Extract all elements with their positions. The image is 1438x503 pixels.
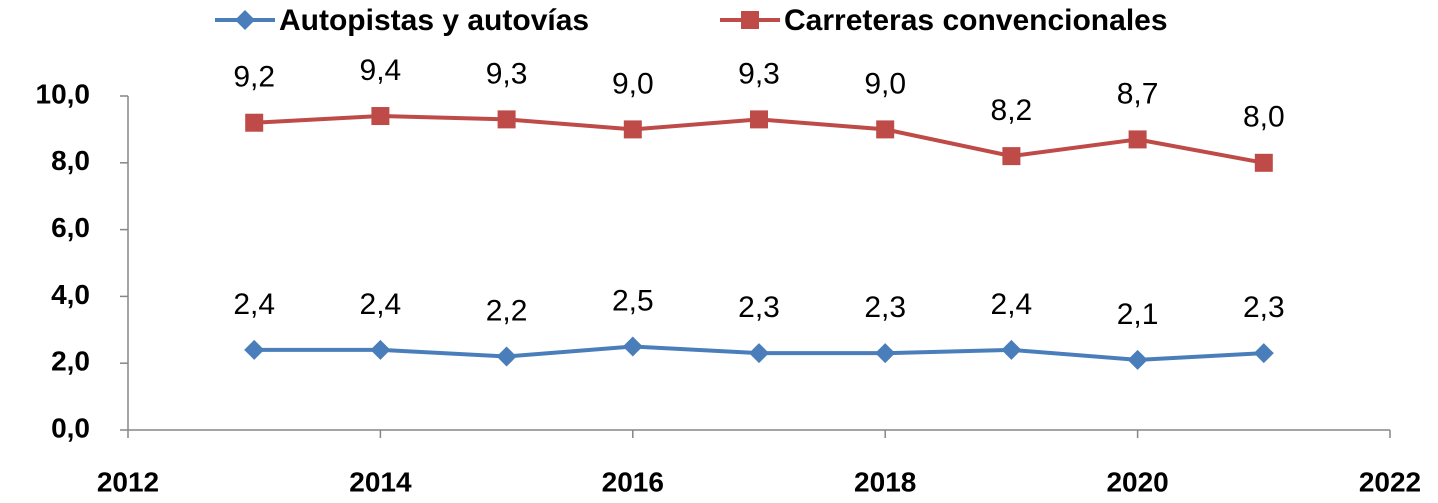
marker <box>622 336 643 357</box>
x-tick-label: 2016 <box>602 466 664 497</box>
data-label: 9,0 <box>612 67 654 100</box>
legend-label: Carreteras convencionales <box>784 4 1168 37</box>
marker <box>1127 349 1148 370</box>
x-tick-label: 2018 <box>854 466 916 497</box>
data-label: 9,0 <box>864 67 906 100</box>
marker <box>1253 343 1274 364</box>
marker <box>1254 153 1273 172</box>
y-tick-label: 6,0 <box>51 212 90 243</box>
data-label: 2,2 <box>486 294 528 327</box>
marker <box>623 120 642 139</box>
marker <box>244 339 265 360</box>
data-label: 2,1 <box>1117 298 1159 331</box>
marker <box>370 339 391 360</box>
marker <box>245 113 264 132</box>
x-tick-label: 2020 <box>1106 466 1168 497</box>
y-tick-label: 0,0 <box>51 412 90 443</box>
data-label: 8,0 <box>1243 101 1285 134</box>
y-tick-label: 8,0 <box>51 145 90 176</box>
marker <box>1128 130 1147 149</box>
data-label: 9,3 <box>738 57 780 90</box>
data-label: 2,3 <box>1243 291 1285 324</box>
x-tick-label: 2014 <box>349 466 412 497</box>
data-label: 2,3 <box>738 291 780 324</box>
y-tick-label: 4,0 <box>51 279 90 310</box>
x-tick-label: 2022 <box>1359 466 1421 497</box>
y-tick-label: 2,0 <box>51 346 90 377</box>
data-label: 2,4 <box>233 288 275 321</box>
legend-label: Autopistas y autovías <box>279 4 589 37</box>
data-label: 9,3 <box>486 57 528 90</box>
marker <box>875 343 896 364</box>
marker <box>1001 339 1022 360</box>
marker <box>371 107 390 126</box>
data-label: 2,3 <box>864 291 906 324</box>
data-label: 8,2 <box>991 94 1033 127</box>
marker <box>750 110 768 129</box>
data-label: 2,4 <box>360 288 402 321</box>
data-label: 9,2 <box>233 61 275 94</box>
data-label: 2,5 <box>612 284 654 317</box>
x-tick-label: 2012 <box>97 466 159 497</box>
marker <box>876 120 895 139</box>
legend-marker <box>741 11 759 29</box>
marker <box>496 346 517 367</box>
data-label: 2,4 <box>991 288 1033 321</box>
legend-marker <box>235 10 255 30</box>
y-tick-label: 10,0 <box>36 78 91 109</box>
data-label: 9,4 <box>360 54 402 87</box>
marker <box>749 343 769 364</box>
marker <box>1002 147 1021 166</box>
data-label: 8,7 <box>1117 77 1159 110</box>
marker <box>497 110 516 129</box>
